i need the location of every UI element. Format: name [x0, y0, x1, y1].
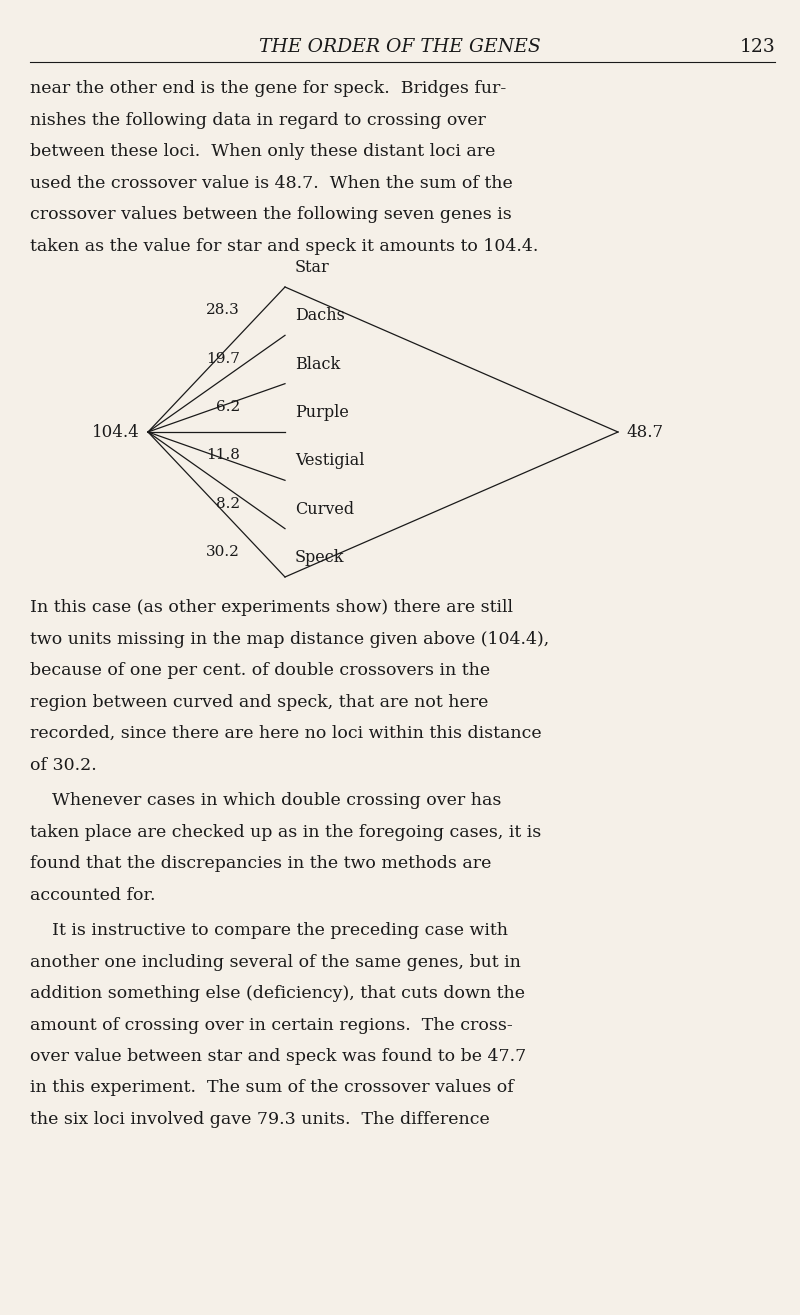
Text: THE ORDER OF THE GENES: THE ORDER OF THE GENES: [259, 38, 541, 57]
Text: because of one per cent. of double crossovers in the: because of one per cent. of double cross…: [30, 661, 490, 679]
Text: 6.2: 6.2: [216, 400, 240, 414]
Text: nishes the following data in regard to crossing over: nishes the following data in regard to c…: [30, 112, 486, 129]
Text: 123: 123: [739, 38, 775, 57]
Text: Curved: Curved: [295, 501, 354, 518]
Text: 30.2: 30.2: [206, 544, 240, 559]
Text: Black: Black: [295, 355, 340, 372]
Text: addition something else (deficiency), that cuts down the: addition something else (deficiency), th…: [30, 985, 525, 1002]
Text: accounted for.: accounted for.: [30, 886, 155, 903]
Text: another one including several of the same genes, but in: another one including several of the sam…: [30, 953, 521, 970]
Text: 19.7: 19.7: [206, 351, 240, 366]
Text: 48.7: 48.7: [626, 423, 663, 441]
Text: recorded, since there are here no loci within this distance: recorded, since there are here no loci w…: [30, 725, 542, 742]
Text: the six loci involved gave 79.3 units.  The difference: the six loci involved gave 79.3 units. T…: [30, 1111, 490, 1128]
Text: near the other end is the gene for speck.  Bridges fur-: near the other end is the gene for speck…: [30, 80, 506, 97]
Text: 28.3: 28.3: [206, 304, 240, 317]
Text: between these loci.  When only these distant loci are: between these loci. When only these dist…: [30, 143, 495, 160]
Text: Dachs: Dachs: [295, 308, 345, 325]
Text: in this experiment.  The sum of the crossover values of: in this experiment. The sum of the cross…: [30, 1080, 514, 1097]
Text: of 30.2.: of 30.2.: [30, 756, 97, 773]
Text: 11.8: 11.8: [206, 448, 240, 462]
Text: crossover values between the following seven genes is: crossover values between the following s…: [30, 206, 512, 224]
Text: In this case (as other experiments show) there are still: In this case (as other experiments show)…: [30, 600, 513, 615]
Text: two units missing in the map distance given above (104.4),: two units missing in the map distance gi…: [30, 630, 550, 647]
Text: 104.4: 104.4: [92, 423, 140, 441]
Text: It is instructive to compare the preceding case with: It is instructive to compare the precedi…: [30, 922, 508, 939]
Text: used the crossover value is 48.7.  When the sum of the: used the crossover value is 48.7. When t…: [30, 175, 513, 192]
Text: Speck: Speck: [295, 548, 345, 565]
Text: amount of crossing over in certain regions.  The cross-: amount of crossing over in certain regio…: [30, 1016, 513, 1034]
Text: Purple: Purple: [295, 404, 349, 421]
Text: over value between star and speck was found to be 47.7: over value between star and speck was fo…: [30, 1048, 526, 1065]
Text: Star: Star: [295, 259, 330, 276]
Text: Whenever cases in which double crossing over has: Whenever cases in which double crossing …: [30, 792, 502, 809]
Text: 8.2: 8.2: [216, 497, 240, 510]
Text: found that the discrepancies in the two methods are: found that the discrepancies in the two …: [30, 855, 491, 872]
Text: taken place are checked up as in the foregoing cases, it is: taken place are checked up as in the for…: [30, 823, 542, 840]
Text: Vestigial: Vestigial: [295, 452, 365, 469]
Text: taken as the value for star and speck it amounts to 104.4.: taken as the value for star and speck it…: [30, 238, 538, 255]
Text: region between curved and speck, that are not here: region between curved and speck, that ar…: [30, 693, 488, 710]
